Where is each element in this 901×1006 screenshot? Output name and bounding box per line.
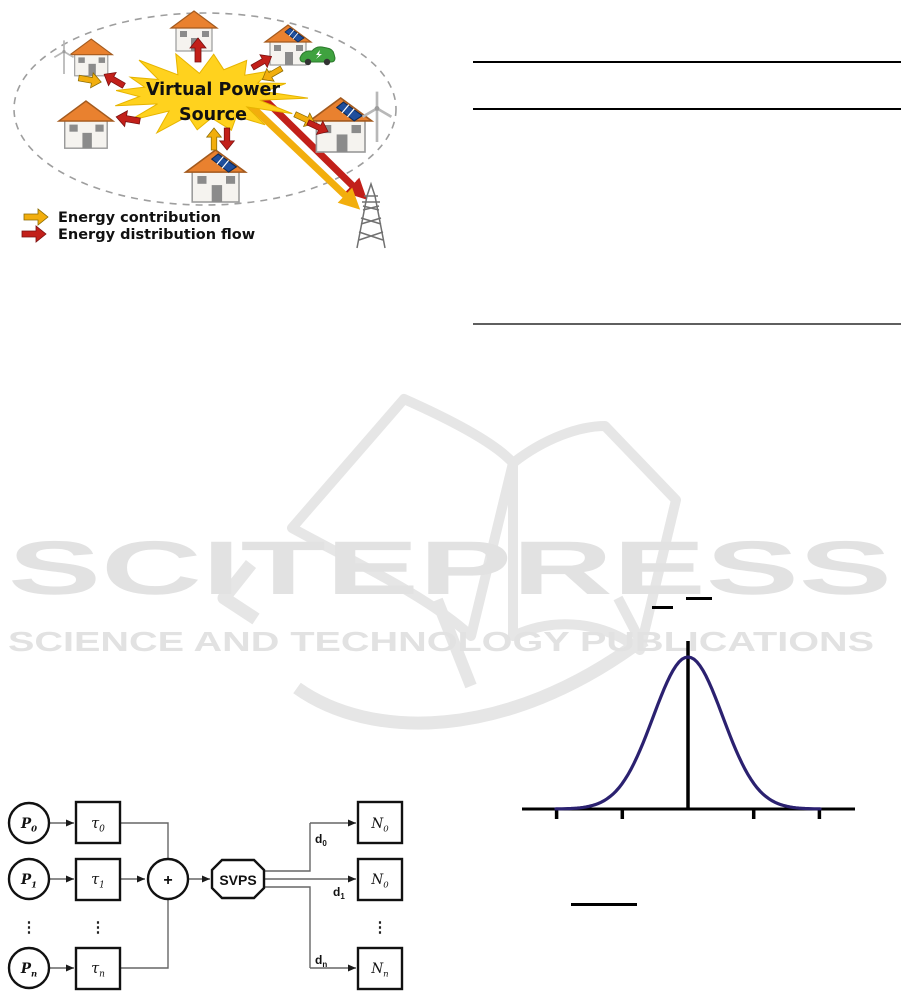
watermark-tagline-text: SCIENCE AND TECHNOLOGY PUBLICATIONS — [8, 626, 874, 657]
svps-block-diagram: P0 P1 Pn τ0 τ1 τn + SVPS N0 N0 Nn d0 d1 … — [7, 800, 404, 991]
legend-yellow-arrow-icon — [23, 208, 49, 226]
label-tau1: τ1 — [91, 872, 105, 891]
transmission-tower-icon — [356, 183, 386, 249]
sum-plus-label: + — [163, 872, 172, 889]
wind-turbine-icon — [53, 39, 75, 75]
svps-hub — [210, 858, 266, 900]
label-pn: Pn — [20, 961, 37, 980]
fraction-bar — [686, 597, 712, 600]
label-d1: d1 — [333, 885, 345, 901]
gaussian-curve — [554, 655, 822, 811]
legend-label-contribution: Energy contribution — [58, 210, 221, 226]
source-node-p1 — [7, 857, 51, 901]
house-icon — [58, 100, 114, 149]
label-n1: N0 — [370, 872, 389, 891]
scitepress-watermark: SCITEPRESS SCIENCE AND TECHNOLOGY PUBLIC… — [8, 394, 892, 730]
legend-red-arrow-icon — [21, 225, 47, 243]
vps-legend: Energy contribution Energy distribution … — [21, 208, 255, 243]
red-arrow-icon — [219, 127, 235, 151]
house-icon — [69, 38, 113, 77]
ev-car-icon — [299, 46, 336, 66]
label-nn: Nn — [370, 961, 388, 980]
table-rule-top — [473, 61, 901, 63]
energy-contribution-arrow — [244, 99, 361, 210]
delay-block-taun — [74, 946, 122, 991]
starburst-icon — [115, 52, 309, 135]
gaussian-figure — [522, 641, 855, 819]
watermark-logo-text: SCITEPRESS — [8, 526, 892, 611]
ellipsis-blocks: ⋮ — [91, 919, 106, 936]
yellow-arrow-icon — [206, 127, 222, 151]
source-node-pn — [7, 946, 51, 990]
vps-illustration: Virtual Power Source — [13, 10, 397, 249]
solar-house-icon — [186, 150, 246, 202]
svps-label: SVPS — [219, 872, 256, 888]
vps-boundary-ellipse — [13, 12, 397, 206]
label-d0: d0 — [315, 832, 327, 848]
label-tau0: τ0 — [91, 816, 105, 835]
delay-block-tau0 — [74, 800, 122, 845]
output-node-n0 — [356, 800, 404, 845]
label-taun: τn — [91, 961, 105, 980]
fraction-bar — [652, 606, 673, 609]
vps-title-line2: Source — [179, 105, 247, 125]
diagram-wires — [49, 819, 356, 972]
red-arrow-icon — [114, 108, 142, 130]
open-book-icon — [217, 394, 681, 730]
delay-block-tau1 — [74, 857, 122, 902]
source-node-p0 — [7, 801, 51, 845]
label-p1: P1 — [20, 872, 37, 891]
vps-title-line1: Virtual Power — [146, 80, 280, 100]
label-p0: P0 — [20, 816, 37, 835]
sum-junction — [146, 857, 190, 901]
output-node-n1 — [356, 857, 404, 902]
fraction-bar — [571, 903, 637, 906]
ellipsis-outputs: ⋮ — [373, 919, 388, 936]
table-rule-header — [473, 108, 901, 110]
legend-label-distribution: Energy distribution flow — [58, 227, 255, 243]
table-rule-bottom — [473, 323, 901, 325]
label-dn: dn — [315, 953, 327, 969]
ellipsis-sources: ⋮ — [22, 919, 37, 936]
label-n0: N0 — [370, 816, 389, 835]
output-node-nn — [356, 946, 404, 991]
